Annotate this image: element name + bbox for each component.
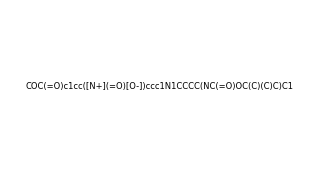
Text: COC(=O)c1cc([N+](=O)[O-])ccc1N1CCCC(NC(=O)OC(C)(C)C)C1: COC(=O)c1cc([N+](=O)[O-])ccc1N1CCCC(NC(=… — [26, 82, 294, 90]
